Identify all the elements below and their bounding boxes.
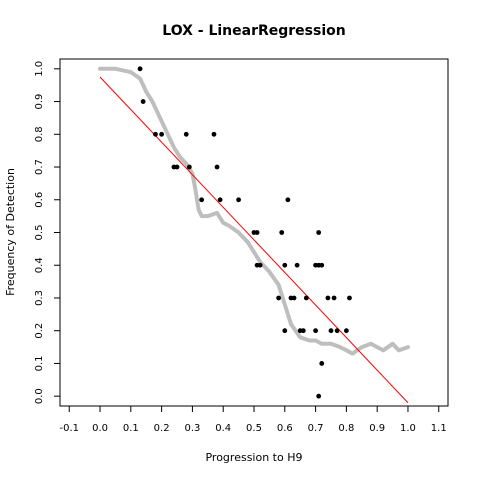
x-tick-label: 0.4 (215, 423, 231, 434)
y-tick-label: 0.8 (34, 126, 45, 142)
detection-curve (98, 66, 410, 356)
data-point (316, 393, 322, 399)
data-point (186, 164, 192, 170)
data-point (211, 131, 217, 137)
x-tick-label: 0.3 (184, 423, 200, 434)
data-point (285, 197, 291, 203)
data-point (199, 197, 205, 203)
y-tick-label: 0.7 (34, 159, 45, 175)
data-point (276, 295, 282, 301)
y-tick-label: 0.1 (34, 355, 45, 371)
data-point (343, 328, 349, 334)
data-point (331, 295, 337, 301)
data-point (300, 328, 306, 334)
x-tick-label: 0.2 (154, 423, 170, 434)
data-point (316, 230, 322, 235)
x-tick-label: 0.1 (123, 423, 139, 434)
data-point (282, 328, 288, 334)
x-tick-label: 0.8 (338, 423, 354, 434)
detection-points-layer (137, 66, 352, 399)
data-point (319, 361, 325, 366)
data-point (159, 131, 165, 137)
y-tick-label: 0.3 (34, 290, 45, 306)
data-point (183, 131, 189, 137)
x-tick-label: 1.0 (400, 423, 416, 434)
data-point (153, 131, 158, 137)
y-tick-label: 0.9 (34, 94, 45, 110)
data-point (294, 262, 300, 268)
data-point (214, 164, 220, 170)
y-tick-label: 0.5 (34, 225, 45, 241)
data-point (174, 164, 180, 170)
y-tick-label: 0.0 (34, 388, 45, 404)
regression-line (99, 76, 409, 404)
chart-title: LOX - LinearRegression (162, 23, 345, 39)
data-point (328, 328, 334, 334)
data-point (319, 262, 325, 268)
x-tick-label: 0.5 (246, 423, 262, 434)
x-tick-label: 0.9 (369, 423, 385, 434)
data-point (303, 295, 309, 301)
y-tick-label: 0.2 (34, 323, 45, 339)
y-tick-label: 0.6 (34, 192, 45, 208)
data-point (217, 197, 223, 203)
x-axis-title: Progression to H9 (205, 451, 302, 464)
data-point (140, 99, 146, 104)
data-point (279, 230, 285, 235)
regression-line-layer (99, 76, 409, 404)
data-point (137, 66, 143, 72)
y-tick-label: 1.0 (34, 61, 45, 77)
x-tick-label: 0.7 (308, 423, 324, 434)
data-point (257, 262, 263, 268)
y-axis: 0.0 0.1 0.2 0.3 0.4 0.5 0.6 0.7 0.8 0.9 1.0 (34, 61, 60, 404)
gray-curve-layer (98, 66, 410, 356)
y-axis-title: Frequency of Detection (4, 168, 17, 296)
data-point (313, 328, 318, 334)
data-point (254, 230, 260, 235)
x-tick-label: 0.6 (277, 423, 293, 434)
data-point (291, 295, 297, 301)
data-point (347, 295, 352, 301)
x-tick-label: 0.0 (92, 423, 108, 434)
x-tick-label: 1.1 (431, 423, 447, 434)
x-tick-label: -0.1 (59, 423, 79, 434)
data-point (236, 197, 242, 203)
data-point (282, 262, 288, 268)
data-point (325, 295, 331, 301)
x-axis: -0.1 0.0 0.1 0.2 0.3 0.4 0.5 0.6 0.7 0.8 0.9 1.0 1.1 (59, 406, 447, 434)
data-point (334, 328, 340, 334)
y-tick-label: 0.4 (34, 257, 45, 273)
